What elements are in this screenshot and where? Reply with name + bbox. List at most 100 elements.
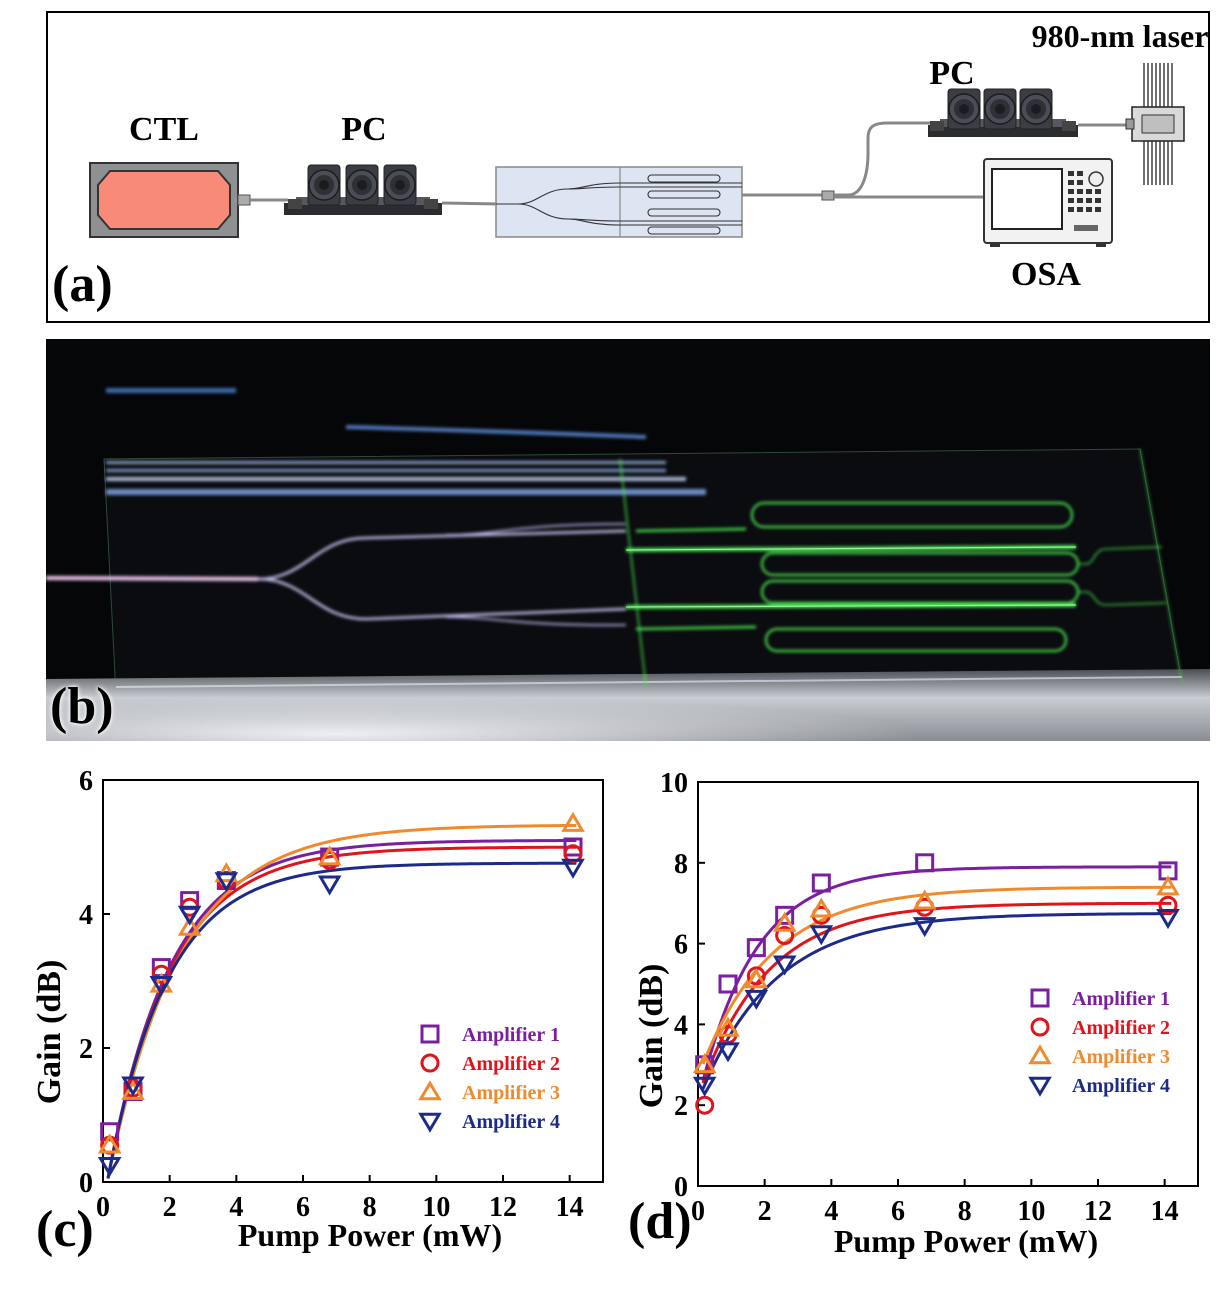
legend-marker-4 bbox=[1028, 1076, 1052, 1097]
data-point-s4 bbox=[214, 872, 239, 893]
data-point-s1 bbox=[915, 853, 935, 873]
data-point-s3 bbox=[912, 889, 937, 910]
panel-label-b: (b) bbox=[50, 678, 114, 735]
data-point-s3 bbox=[744, 968, 769, 989]
data-point-s2 bbox=[775, 926, 795, 946]
plot-frame bbox=[102, 779, 604, 1183]
chip-photo-illustration bbox=[46, 339, 1210, 741]
fit-curve-2 bbox=[701, 901, 1172, 1084]
ctl-label: CTL bbox=[129, 111, 199, 148]
legend-label-3: Amplifier 3 bbox=[1072, 1046, 1170, 1068]
chart-c: 0 2 4 6 8 10 12 14 0 2 4 6 Amplifier 1 Amplifier 2 Am… bbox=[0, 752, 614, 1296]
chart-d: 0 2 4 6 8 10 12 14 0 2 4 6 8 10 Amplifier 1 Amplifier … bbox=[614, 752, 1228, 1296]
legend: Amplifier 1 Amplifier 2 Amplifier 3 Amplifi… bbox=[418, 1024, 560, 1133]
x-tick-label: 2 bbox=[758, 1196, 772, 1227]
data-point-s3 bbox=[317, 845, 342, 866]
polarization-controller-right bbox=[928, 88, 1078, 137]
pc-left-label: PC bbox=[341, 111, 386, 148]
data-point-s4 bbox=[177, 905, 202, 926]
legend-marker-1 bbox=[1030, 988, 1050, 1008]
x-tick-label: 0 bbox=[691, 1196, 705, 1227]
pump-laser-980nm bbox=[1125, 63, 1185, 185]
data-point-s1 bbox=[811, 873, 831, 893]
data-point-s3 bbox=[716, 1016, 740, 1037]
fiber-coupler bbox=[821, 190, 835, 201]
data-point-s1 bbox=[718, 974, 738, 994]
x-tick-label: 12 bbox=[1084, 1196, 1112, 1227]
tick-group: 0 2 4 6 8 10 12 14 0 2 4 6 bbox=[79, 766, 584, 1223]
optical-spectrum-analyzer bbox=[983, 158, 1113, 247]
x-tick-label: 4 bbox=[824, 1196, 838, 1227]
fit-curve-3 bbox=[106, 823, 577, 1180]
panel-label-d: (d) bbox=[628, 1193, 692, 1250]
data-point-s4 bbox=[809, 925, 834, 946]
fiber-to-pc-right bbox=[834, 121, 932, 197]
data-point-s1 bbox=[100, 1122, 120, 1142]
data-point-s1 bbox=[563, 837, 583, 857]
fiber-pc-chip bbox=[441, 201, 501, 206]
y-axis-label: Gain (dB) bbox=[31, 960, 68, 1105]
y-tick-label: 0 bbox=[674, 1172, 688, 1203]
legend-label-4: Amplifier 4 bbox=[462, 1111, 560, 1133]
x-tick-label: 12 bbox=[489, 1192, 517, 1223]
legend-label-2: Amplifier 2 bbox=[462, 1053, 560, 1075]
fit-curve-4 bbox=[701, 912, 1172, 1090]
data-point-s4 bbox=[121, 1076, 145, 1097]
setup-schematic-drawing: CTL PC bbox=[89, 18, 1208, 293]
y-tick-label: 6 bbox=[79, 766, 93, 797]
x-tick-label: 8 bbox=[363, 1192, 377, 1223]
data-point-s2 bbox=[746, 966, 766, 986]
panel-label-c: (c) bbox=[36, 1201, 94, 1258]
polarization-controller-left bbox=[284, 164, 442, 215]
x-tick-label: 4 bbox=[229, 1192, 243, 1223]
legend-label-1: Amplifier 1 bbox=[462, 1024, 560, 1046]
setup-schematic: CTL PC bbox=[46, 11, 1210, 323]
x-tick-label: 6 bbox=[296, 1192, 310, 1223]
data-point-s2 bbox=[695, 1095, 715, 1115]
data-point-s4 bbox=[772, 955, 797, 976]
data-point-s4 bbox=[716, 1042, 740, 1063]
pc-right-label: PC bbox=[929, 55, 974, 92]
osa-label: OSA bbox=[1011, 256, 1081, 293]
y-tick-label: 4 bbox=[674, 1010, 688, 1041]
legend-marker-4 bbox=[418, 1112, 442, 1133]
legend-marker-3 bbox=[1028, 1044, 1052, 1065]
y-tick-label: 4 bbox=[79, 900, 93, 931]
tick-group: 0 2 4 6 8 10 12 14 0 2 4 6 8 10 bbox=[660, 768, 1179, 1227]
y-tick-label: 2 bbox=[79, 1034, 93, 1065]
x-tick-label: 14 bbox=[1151, 1196, 1179, 1227]
legend: Amplifier 1 Amplifier 2 Amplifier 3 Amplifi… bbox=[1028, 988, 1170, 1097]
x-tick-label: 10 bbox=[1017, 1196, 1045, 1227]
data-point-s1 bbox=[775, 905, 795, 925]
x-tick-label: 8 bbox=[958, 1196, 972, 1227]
data-point-s3 bbox=[121, 1079, 145, 1100]
y-axis-label: Gain (dB) bbox=[633, 964, 670, 1109]
data-point-s1 bbox=[746, 938, 766, 958]
photonic-chip bbox=[495, 166, 743, 238]
data-point-s4 bbox=[692, 1076, 717, 1097]
x-tick-label: 14 bbox=[556, 1192, 584, 1223]
data-point-s3 bbox=[809, 897, 834, 918]
data-point-s4 bbox=[912, 917, 937, 938]
plot-frame bbox=[697, 781, 1199, 1187]
ctl-laser bbox=[89, 162, 251, 238]
x-tick-label: 2 bbox=[163, 1192, 177, 1223]
x-tick-label: 10 bbox=[422, 1192, 450, 1223]
y-tick-label: 6 bbox=[674, 930, 688, 961]
chip-photograph: (b) bbox=[46, 339, 1210, 741]
legend-marker-3 bbox=[418, 1080, 442, 1101]
laser-label: 980-nm laser bbox=[1032, 18, 1208, 54]
y-tick-label: 8 bbox=[674, 849, 688, 880]
x-tick-label: 0 bbox=[96, 1192, 110, 1223]
y-tick-label: 0 bbox=[79, 1168, 93, 1199]
x-axis-label: Pump Power (mW) bbox=[238, 1217, 502, 1253]
legend-label-3: Amplifier 3 bbox=[462, 1082, 560, 1104]
data-point-s4 bbox=[317, 875, 342, 896]
legend-marker-1 bbox=[420, 1024, 440, 1044]
data-point-s3 bbox=[561, 811, 585, 832]
fit-curve-3 bbox=[701, 885, 1172, 1065]
legend-label-2: Amplifier 2 bbox=[1072, 1017, 1170, 1039]
data-point-s4 bbox=[149, 976, 174, 997]
